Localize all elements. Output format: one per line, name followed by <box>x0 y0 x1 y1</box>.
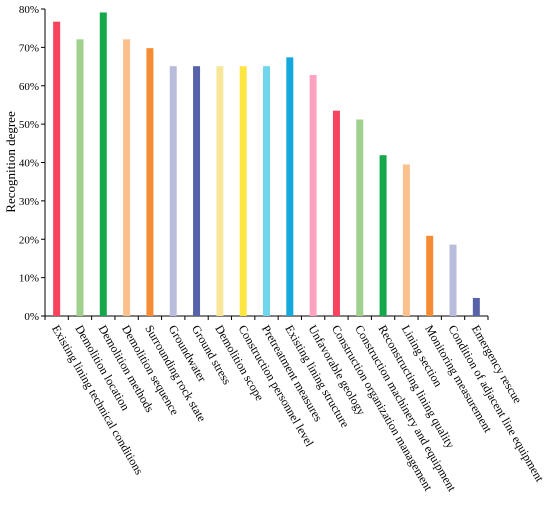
y-tick-label: 50% <box>19 119 39 131</box>
bar <box>146 48 154 316</box>
bar <box>402 164 410 316</box>
y-tick-label: 30% <box>19 196 39 208</box>
x-axis <box>44 315 489 320</box>
y-tick-label: 0% <box>24 311 39 323</box>
bar <box>426 235 434 316</box>
y-tick-label: 10% <box>19 273 39 285</box>
bar <box>193 66 201 317</box>
bar <box>53 21 61 316</box>
bar <box>216 66 224 317</box>
y-tick-label: 20% <box>19 234 39 246</box>
y-axis-title: Recognition degree <box>3 111 18 213</box>
category-labels: Existing lining technical conditionsDemo… <box>49 323 547 495</box>
bar <box>449 244 457 316</box>
y-tick-label: 40% <box>19 158 39 170</box>
bar <box>76 39 84 316</box>
bar <box>286 57 294 316</box>
y-tick-label: 60% <box>19 81 39 93</box>
bar <box>309 75 317 316</box>
bars <box>53 12 480 317</box>
bar <box>239 66 247 317</box>
y-tick-label: 80% <box>19 4 39 16</box>
bar <box>379 155 387 316</box>
bar <box>472 297 480 316</box>
bar <box>263 66 270 317</box>
bar <box>123 39 131 316</box>
bar <box>332 110 340 316</box>
bar <box>99 12 107 317</box>
y-axis: 0% 10% 20% 30% 40% 50% 60% 70% 80% <box>19 4 46 323</box>
bar <box>356 119 364 317</box>
y-tick-label: 70% <box>19 42 39 54</box>
bar <box>169 66 177 317</box>
category-label: Condition of adjacent line equipment <box>445 323 547 485</box>
